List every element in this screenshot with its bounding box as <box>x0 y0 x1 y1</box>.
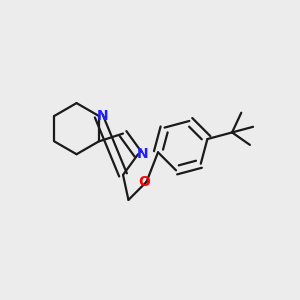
Text: N: N <box>97 109 109 123</box>
Text: O: O <box>138 175 150 189</box>
Text: N: N <box>136 147 148 161</box>
